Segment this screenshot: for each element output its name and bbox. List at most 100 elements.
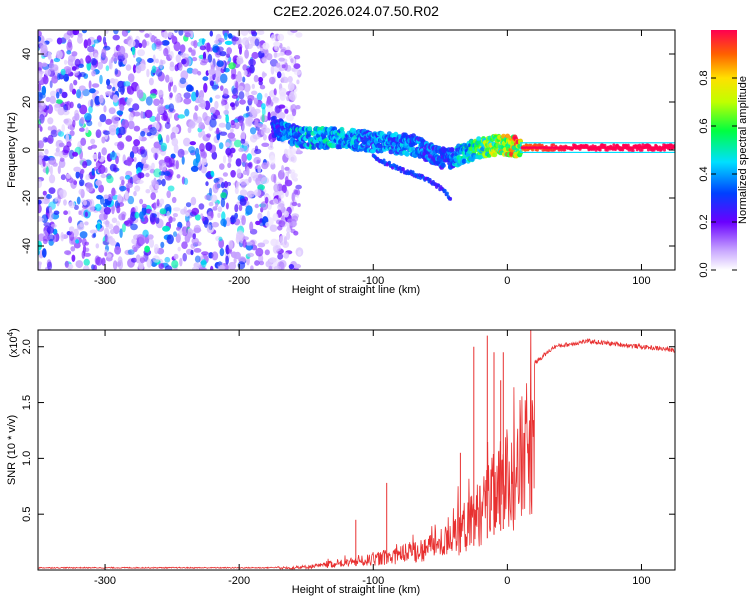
heatmap-noise-cell	[116, 205, 121, 214]
heatmap-noise-cell	[161, 162, 167, 171]
heatmap-noise-cell	[273, 265, 282, 270]
spectrogram-x-ticks: -300 -200 -100 0 100	[94, 30, 651, 287]
heatmap-noise-cell	[56, 50, 63, 59]
heatmap-noise-cell	[239, 198, 247, 206]
heatmap-noise-cell	[261, 114, 265, 123]
colorbar: 0.0 0.2 0.4 0.6 0.8 Normalized spectral ampl…	[698, 30, 749, 278]
heatmap-noise-cell	[227, 162, 232, 169]
heatmap-noise-cell	[157, 104, 165, 115]
heatmap-noise-cell	[295, 105, 301, 110]
heatmap-noise-cell	[85, 55, 92, 64]
heatmap-noise-cell	[199, 45, 207, 51]
heatmap-noise-cell	[110, 229, 115, 235]
heatmap-noise-cell	[130, 223, 138, 231]
heatmap-noise-cell	[185, 202, 192, 208]
heatmap-noise-cell	[164, 171, 171, 176]
heatmap-noise-cell	[188, 146, 196, 154]
heatmap-noise-cell	[133, 139, 141, 147]
heatmap-noise-cell	[67, 58, 74, 66]
heatmap-noise-cell	[265, 221, 271, 228]
heatmap-noise-cell	[244, 49, 250, 59]
heatmap-noise-cell	[127, 195, 135, 205]
heatmap-noise-cell	[148, 77, 154, 86]
heatmap-noise-cell	[238, 147, 245, 153]
heatmap-noise-cell	[240, 130, 246, 141]
heatmap-noise-cell	[230, 102, 235, 108]
heatmap-noise-cell	[88, 106, 93, 114]
heatmap-noise-cell	[206, 133, 212, 138]
heatmap-noise-cell	[125, 64, 132, 71]
heatmap-noise-cell	[223, 181, 229, 188]
heatmap-signal-cell	[277, 131, 283, 137]
heatmap-signal-cell	[531, 148, 535, 152]
heatmap-noise-cell	[105, 255, 113, 262]
heatmap-noise-cell	[133, 157, 137, 163]
heatmap-noise-cell	[81, 30, 87, 34]
heatmap-noise-cell	[38, 83, 42, 92]
heatmap-noise-cell	[121, 30, 129, 37]
heatmap-noise-cell	[245, 43, 253, 50]
heatmap-noise-cell	[109, 151, 117, 161]
heatmap-noise-cell	[45, 96, 51, 102]
heatmap-noise-cell	[161, 178, 166, 187]
heatmap-noise-cell	[71, 66, 77, 71]
heatmap-noise-cell	[230, 170, 236, 178]
heatmap-noise-cell	[216, 46, 224, 52]
heatmap-noise-cell	[150, 146, 159, 154]
heatmap-noise-cell	[273, 183, 279, 193]
heatmap-noise-cell	[221, 211, 226, 221]
heatmap-noise-cell	[240, 138, 246, 144]
heatmap-noise-cell	[61, 124, 65, 133]
heatmap-noise-cell	[236, 57, 244, 65]
heatmap-noise-cell	[166, 210, 171, 219]
heatmap-noise-cell	[112, 86, 116, 92]
heatmap-noise-cell	[183, 137, 191, 147]
heatmap-noise-cell	[66, 50, 72, 55]
heatmap-branch-cell	[443, 188, 447, 193]
heatmap-signal-cell	[331, 143, 337, 149]
heatmap-noise-cell	[73, 166, 82, 172]
heatmap-noise-cell	[225, 121, 231, 131]
heatmap-noise-cell	[239, 120, 244, 127]
heatmap-noise-cell	[139, 198, 144, 205]
heatmap-noise-cell	[95, 243, 100, 249]
heatmap-noise-cell	[125, 182, 133, 189]
heatmap-noise-cell	[112, 94, 119, 103]
heatmap-noise-cell	[86, 38, 92, 47]
heatmap-noise-cell	[68, 216, 73, 224]
colorbar-tick-label: 0.2	[698, 214, 710, 229]
heatmap-noise-cell	[49, 165, 53, 176]
heatmap-noise-cell	[246, 153, 252, 161]
heatmap-noise-cell	[42, 160, 46, 167]
heatmap-noise-cell	[284, 166, 290, 171]
heatmap-noise-cell	[124, 190, 129, 200]
heatmap-noise-cell	[211, 221, 219, 228]
heatmap-noise-cell	[42, 190, 47, 196]
heatmap-noise-cell	[256, 123, 263, 128]
heatmap-noise-cell	[259, 84, 266, 90]
heatmap-noise-cell	[186, 84, 193, 92]
heatmap-noise-cell	[225, 202, 229, 210]
heatmap-noise-cell	[210, 114, 218, 121]
heatmap-noise-cell	[222, 155, 227, 164]
heatmap-noise-cell	[59, 157, 65, 162]
heatmap-noise-cell	[278, 190, 285, 199]
heatmap-noise-cell	[75, 260, 84, 269]
heatmap-noise-cell	[97, 61, 104, 70]
heatmap-noise-cell	[285, 149, 293, 159]
heatmap-branch-cell	[445, 191, 449, 196]
heatmap-noise-cell	[223, 32, 228, 41]
heatmap-noise-cell	[246, 252, 255, 258]
heatmap-noise-cell	[293, 63, 301, 69]
figure-title: C2E2.2026.024.07.50.R02	[273, 3, 439, 19]
heatmap-noise-cell	[95, 129, 102, 139]
heatmap-noise-cell	[253, 74, 259, 83]
heatmap-noise-cell	[202, 51, 207, 61]
heatmap-noise-cell	[43, 222, 51, 227]
heatmap-noise-cell	[149, 93, 157, 99]
heatmap-noise-cell	[256, 92, 263, 102]
heatmap-noise-cell	[233, 139, 242, 148]
y-tick-label: 1.0	[21, 451, 33, 466]
heatmap-noise-cell	[199, 267, 207, 270]
heatmap-noise-cell	[103, 130, 111, 136]
